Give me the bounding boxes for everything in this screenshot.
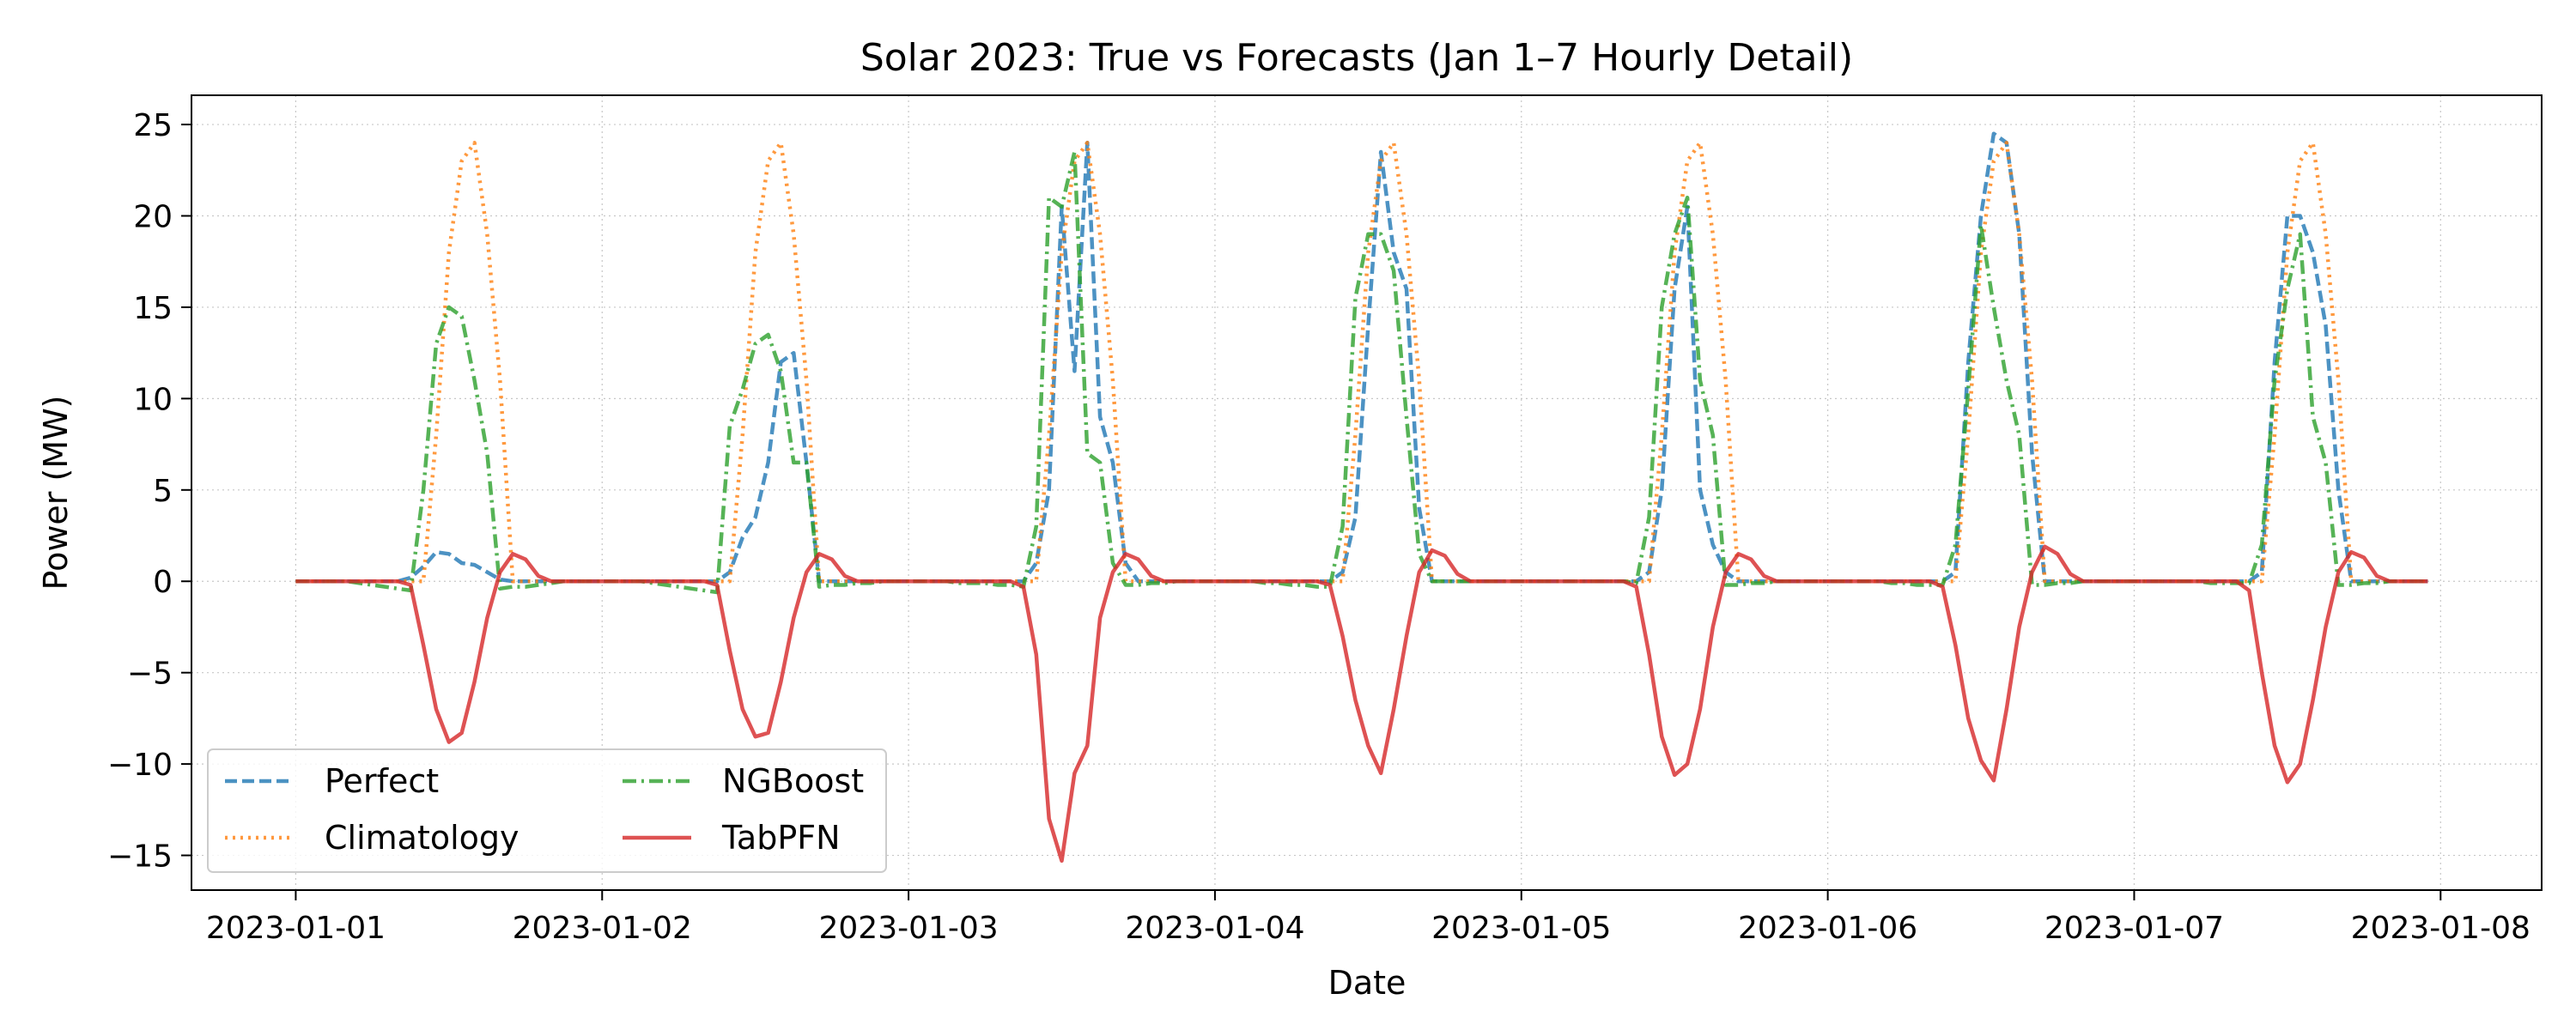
y-tick-label: 5 bbox=[153, 474, 173, 509]
y-tick-label: 20 bbox=[133, 199, 173, 234]
y-tick-label: −5 bbox=[127, 657, 173, 692]
x-tick-label: 2023-01-05 bbox=[1431, 911, 1611, 946]
series-line-perfect bbox=[295, 131, 2428, 584]
plot-frame bbox=[191, 94, 2543, 891]
legend-label-perfect: Perfect bbox=[325, 762, 439, 800]
y-tick-label: 10 bbox=[133, 382, 173, 417]
legend-box bbox=[207, 748, 887, 873]
chart-title: Solar 2023: True vs Forecasts (Jan 1–7 H… bbox=[860, 36, 1853, 80]
y-axis-label: Power (MW) bbox=[37, 396, 75, 591]
series-line-climatology bbox=[295, 141, 2428, 584]
y-axis: −15 −10 −5 0 5 10 15 20 25 bbox=[107, 108, 191, 875]
y-tick-label: −15 bbox=[107, 839, 173, 875]
legend-label-climatology: Climatology bbox=[325, 819, 519, 857]
x-tick-label: 2023-01-01 bbox=[206, 911, 386, 946]
x-tick-label: 2023-01-08 bbox=[2351, 911, 2530, 946]
plot-series bbox=[295, 131, 2428, 863]
x-tick-label: 2023-01-06 bbox=[1738, 911, 1917, 946]
y-tick-label: 25 bbox=[133, 108, 173, 143]
legend-label-ngboost: NGBoost bbox=[722, 762, 864, 800]
x-tick-label: 2023-01-02 bbox=[513, 911, 692, 946]
x-tick-label: 2023-01-04 bbox=[1125, 911, 1304, 946]
legend: Perfect Climatology NGBoost TabPFN bbox=[207, 748, 887, 873]
y-tick-label: −10 bbox=[107, 748, 173, 783]
y-tick-label: 15 bbox=[133, 291, 173, 326]
x-tick-label: 2023-01-03 bbox=[818, 911, 998, 946]
x-tick-label: 2023-01-07 bbox=[2044, 911, 2224, 946]
x-axis: 2023-01-01 2023-01-02 2023-01-03 2023-01-04… bbox=[206, 890, 2530, 946]
grid-lines bbox=[191, 95, 2542, 890]
legend-label-tabpfn: TabPFN bbox=[721, 819, 841, 857]
x-axis-label: Date bbox=[1328, 964, 1406, 1002]
series-line-tabpfn bbox=[295, 544, 2428, 863]
y-tick-label: 0 bbox=[153, 565, 173, 600]
